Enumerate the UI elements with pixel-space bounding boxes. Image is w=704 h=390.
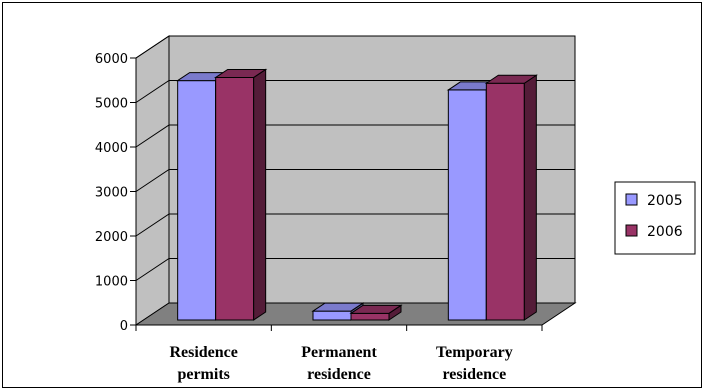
y-tick-label: 1000 — [95, 275, 128, 290]
legend: 2005 2006 — [614, 181, 696, 255]
legend-label: 2006 — [647, 224, 683, 240]
bar-front — [447, 89, 487, 321]
bars — [176, 68, 538, 321]
category-label: Permanent residence — [301, 344, 377, 383]
y-tick-label: 3000 — [95, 186, 128, 201]
gridline — [135, 80, 575, 103]
y-tick-label: 4000 — [95, 141, 128, 156]
bar-front — [312, 310, 352, 321]
category-label-line: residence — [442, 366, 506, 383]
y-tick-label: 5000 — [95, 97, 128, 112]
y-tick-label: 2000 — [95, 230, 128, 245]
bar-front — [177, 80, 217, 321]
category-label: Residence permits — [169, 344, 237, 383]
gridline — [135, 35, 575, 59]
legend-label: 2005 — [647, 193, 683, 209]
legend-swatch — [625, 224, 638, 237]
bar-2006-2 — [484, 74, 538, 321]
gridline — [135, 169, 575, 192]
bar-side — [253, 68, 267, 321]
bar-2006-0 — [214, 68, 268, 321]
category-label-line: Permanent — [301, 344, 377, 361]
bar-top — [349, 304, 403, 314]
bar-2006-1 — [349, 304, 403, 321]
bar-top — [214, 68, 268, 78]
gridline — [135, 258, 575, 281]
gridline — [135, 213, 575, 237]
legend-swatch — [625, 193, 638, 206]
y-tick-label: 0 — [120, 319, 128, 334]
category-label-line: Residence — [169, 344, 237, 361]
bar-front — [485, 82, 525, 321]
category-label-line: permits — [177, 366, 229, 383]
bar-front — [215, 76, 255, 321]
bar-top — [311, 302, 365, 312]
bar-side — [523, 74, 537, 321]
y-tick-label: 6000 — [95, 52, 128, 67]
gridline — [135, 124, 575, 148]
category-label-line: residence — [307, 366, 371, 383]
bar-front — [350, 312, 390, 321]
category-label-line: Temporary — [436, 344, 513, 361]
bar-top — [484, 74, 538, 84]
category-label: Temporary residence — [436, 344, 513, 383]
